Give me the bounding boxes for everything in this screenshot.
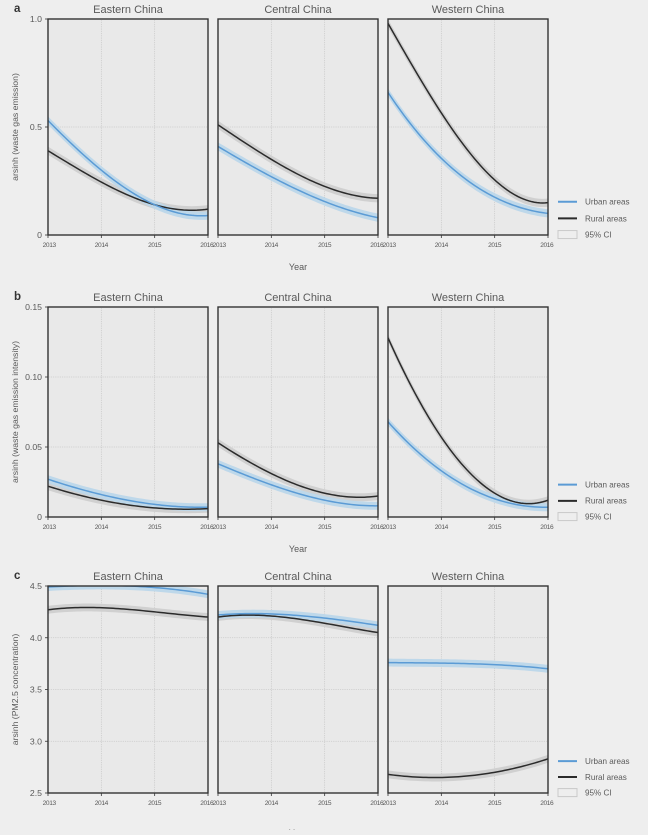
svg-text:2014: 2014 (265, 800, 279, 807)
svg-text:4.0: 4.0 (30, 633, 42, 643)
svg-text:Eastern China: Eastern China (93, 4, 164, 16)
svg-text:2016: 2016 (540, 524, 554, 531)
svg-text:0: 0 (37, 512, 42, 522)
svg-text:0.15: 0.15 (25, 302, 42, 312)
svg-text:2015: 2015 (318, 800, 332, 807)
svg-text:arsinh (waste gas emission): arsinh (waste gas emission) (10, 73, 20, 181)
svg-text:2015: 2015 (318, 242, 332, 249)
svg-text:2013: 2013 (383, 524, 397, 531)
svg-text:Rural areas: Rural areas (585, 773, 627, 782)
svg-text:Year: Year (289, 544, 307, 554)
svg-text:95% CI: 95% CI (585, 230, 612, 239)
svg-text:2014: 2014 (95, 242, 109, 249)
svg-text:2013: 2013 (43, 800, 57, 807)
svg-text:Urban areas: Urban areas (585, 198, 630, 207)
svg-text:2013: 2013 (43, 524, 57, 531)
svg-text:2013: 2013 (213, 800, 227, 807)
svg-text:2014: 2014 (95, 800, 109, 807)
svg-text:Western China: Western China (432, 571, 505, 583)
svg-text:1.0: 1.0 (30, 14, 42, 24)
svg-text:2015: 2015 (488, 242, 502, 249)
svg-text:Year: Year (289, 262, 307, 272)
svg-text:2013: 2013 (43, 242, 57, 249)
svg-text:2014: 2014 (95, 524, 109, 531)
svg-text:Western China: Western China (432, 292, 505, 304)
svg-text:2015: 2015 (148, 242, 162, 249)
svg-text:0.10: 0.10 (25, 372, 42, 382)
svg-text:2.5: 2.5 (30, 788, 42, 798)
svg-text:3.0: 3.0 (30, 736, 42, 746)
svg-text:Central China: Central China (264, 571, 332, 583)
svg-text:95% CI: 95% CI (585, 512, 612, 521)
svg-text:b: b (14, 291, 21, 303)
svg-text:Urban areas: Urban areas (585, 757, 630, 766)
svg-text:2014: 2014 (435, 800, 449, 807)
svg-text:2015: 2015 (148, 524, 162, 531)
svg-text:2015: 2015 (148, 800, 162, 807)
svg-text:Central China: Central China (264, 4, 332, 16)
svg-text:2016: 2016 (540, 242, 554, 249)
svg-text:2014: 2014 (435, 524, 449, 531)
svg-text:a: a (14, 3, 21, 15)
svg-text:2015: 2015 (488, 524, 502, 531)
svg-text:3.5: 3.5 (30, 685, 42, 695)
svg-text:Central China: Central China (264, 292, 332, 304)
svg-text:4.5: 4.5 (30, 581, 42, 591)
svg-text:Western China: Western China (432, 4, 505, 16)
svg-text:2013: 2013 (213, 524, 227, 531)
svg-text:2016: 2016 (540, 800, 554, 807)
svg-text:2013: 2013 (213, 242, 227, 249)
svg-text:Rural areas: Rural areas (585, 497, 627, 506)
svg-text:2013: 2013 (383, 800, 397, 807)
svg-text:Urban areas: Urban areas (585, 481, 630, 490)
svg-text:0: 0 (37, 230, 42, 240)
svg-text:2013: 2013 (383, 242, 397, 249)
svg-text:95% CI: 95% CI (585, 788, 612, 797)
svg-text:2014: 2014 (265, 242, 279, 249)
svg-text:2014: 2014 (435, 242, 449, 249)
svg-text:c: c (14, 570, 21, 582)
svg-text:Eastern China: Eastern China (93, 571, 164, 583)
svg-text:2014: 2014 (265, 524, 279, 531)
svg-text:Eastern China: Eastern China (93, 292, 164, 304)
svg-text:2015: 2015 (488, 800, 502, 807)
svg-text:arsinh (PM2.5 concentration): arsinh (PM2.5 concentration) (10, 634, 20, 746)
svg-text:2015: 2015 (318, 524, 332, 531)
svg-text:Rural areas: Rural areas (585, 214, 627, 223)
svg-text:0.5: 0.5 (30, 122, 42, 132)
svg-text:arsinh (waste gas emission int: arsinh (waste gas emission intensity) (10, 341, 20, 483)
svg-text:0.05: 0.05 (25, 442, 42, 452)
